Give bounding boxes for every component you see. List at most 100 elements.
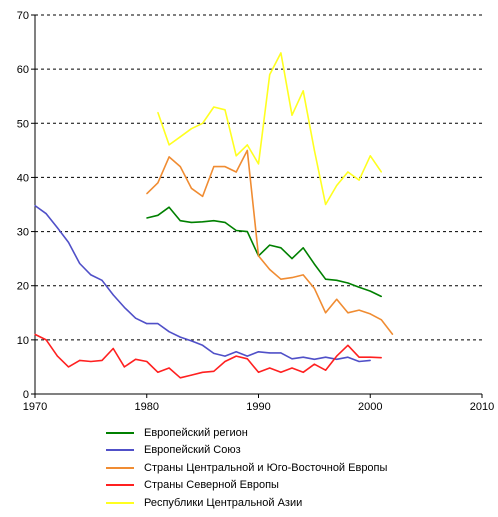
- series-3-point: [392, 333, 394, 335]
- series-2-point: [358, 360, 360, 363]
- legend-label: Европейский Союз: [144, 444, 241, 457]
- series-3-point: [179, 166, 181, 168]
- series-3-point: [224, 166, 226, 168]
- series-2-point: [45, 213, 47, 215]
- series-2-point: [56, 227, 59, 229]
- series-4-point: [157, 371, 159, 373]
- series-1-point: [179, 220, 181, 222]
- series-3-point: [291, 277, 293, 279]
- legend-label: Республики Центральной Азии: [144, 496, 303, 509]
- series-3-point: [213, 166, 215, 168]
- series-3-point: [269, 268, 271, 271]
- y-tick-label: 70: [17, 10, 29, 22]
- series-5-point: [179, 136, 181, 138]
- series-4-point: [79, 359, 81, 361]
- axis-ticks: 0 10 20 30 40 50 60 70 1970 1980 1990 2000 2010: [17, 10, 494, 413]
- legend-label: Европейский регион: [144, 426, 248, 439]
- series-5-point: [313, 149, 315, 151]
- series-1-point: [347, 282, 349, 284]
- series-2-point: [302, 356, 304, 358]
- series-4-point: [56, 355, 59, 357]
- series-5-point: [302, 90, 304, 92]
- series-4-points: [34, 333, 382, 379]
- series-3-point: [235, 171, 237, 173]
- series-1-point: [313, 263, 315, 265]
- y-tick-label: 20: [17, 281, 29, 293]
- series-1-point: [190, 221, 192, 223]
- series-5-point: [224, 109, 226, 111]
- series-4-point: [246, 358, 248, 360]
- series-1-point: [336, 279, 338, 281]
- axes: [34, 15, 482, 395]
- gridlines: [35, 14, 482, 341]
- series-5-point: [280, 52, 282, 54]
- series-1-point: [213, 220, 215, 222]
- legend-swatch: [106, 484, 134, 487]
- series-5-point: [257, 163, 260, 165]
- series-2-point: [213, 352, 215, 354]
- series-4-point: [190, 374, 192, 376]
- series-1-point: [325, 278, 327, 280]
- series-4-point: [269, 367, 271, 369]
- series-3-point: [280, 278, 282, 280]
- series-3-point: [302, 274, 304, 276]
- series-2-point: [101, 279, 103, 281]
- series-4-point: [280, 371, 282, 373]
- x-tick-label: 1980: [135, 401, 159, 413]
- series-1-point: [269, 244, 271, 246]
- series-3-point: [347, 312, 349, 314]
- series-2-point: [313, 358, 315, 360]
- series-2-point: [347, 356, 349, 358]
- series-4-point: [336, 355, 338, 357]
- series-4-point: [101, 359, 103, 361]
- series-4-line: [34, 333, 382, 379]
- series-3-point: [168, 156, 170, 158]
- series-3-point: [369, 313, 371, 315]
- legend-label: Страны Центральной и Юго-Восточной Европ…: [144, 461, 388, 474]
- series-2-point: [369, 359, 371, 361]
- series-5-point: [347, 171, 349, 173]
- series-1-point: [291, 258, 293, 260]
- series-1-line: [146, 206, 382, 298]
- series-5-points: [157, 52, 382, 206]
- series-2-point: [246, 355, 248, 357]
- series-4-point: [34, 333, 36, 335]
- legend-swatch: [106, 466, 134, 469]
- legend-label: Страны Северной Европы: [144, 479, 279, 492]
- series-5-point: [369, 155, 371, 157]
- series-4-point: [358, 356, 360, 358]
- legend-item: Европейский Союз: [106, 442, 387, 460]
- series-1-point: [246, 231, 248, 233]
- series-4-point: [302, 371, 304, 373]
- series-4-point: [90, 360, 92, 363]
- legend-swatch: [106, 501, 134, 504]
- series-3-point: [246, 149, 248, 151]
- legend-swatch: [106, 431, 134, 434]
- series-2-point: [157, 323, 159, 325]
- series-5-point: [157, 111, 159, 114]
- series-3-point: [336, 298, 338, 300]
- y-tick-label: 60: [17, 64, 29, 76]
- y-tick-label: 40: [17, 172, 29, 184]
- series-2-point: [202, 344, 204, 346]
- x-tick-label: 1990: [246, 401, 270, 413]
- legend-item: Страны Центральной и Юго-Восточной Европ…: [106, 459, 387, 477]
- series-3-point: [325, 312, 327, 314]
- series-1-point: [157, 214, 159, 216]
- series-5-point: [202, 122, 204, 124]
- series-5-point: [213, 106, 215, 108]
- series-2-point: [280, 352, 282, 354]
- series-2-point: [135, 317, 137, 319]
- series-2-point: [79, 262, 81, 265]
- series-4-point: [168, 367, 170, 369]
- series-5-point: [380, 171, 382, 173]
- legend-swatch: [106, 449, 134, 452]
- series-4-point: [224, 360, 226, 363]
- series-2-point: [235, 351, 237, 353]
- series-2-point: [168, 331, 170, 333]
- series-lines: [34, 52, 394, 379]
- series-2-point: [146, 323, 148, 325]
- series-5-point: [168, 144, 170, 146]
- series-4-point: [369, 356, 371, 358]
- series-2-line: [34, 204, 371, 363]
